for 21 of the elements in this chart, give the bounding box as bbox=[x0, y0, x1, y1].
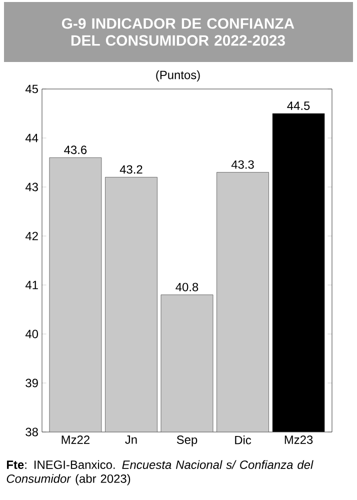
x-tick-label: Jn bbox=[125, 436, 137, 444]
y-tick-label: 40 bbox=[25, 330, 38, 338]
x-tick-label: Dic bbox=[235, 436, 252, 444]
y-tick-label: 42 bbox=[25, 232, 38, 240]
y-tick-label: 43 bbox=[25, 182, 38, 192]
x-tick-label: Sep bbox=[176, 436, 198, 446]
x-tick-label: Mz23 bbox=[284, 436, 313, 444]
chart-subtitle: (Puntos) bbox=[156, 70, 200, 82]
y-tick-label: 41 bbox=[25, 280, 38, 290]
y-tick-label: 45 bbox=[25, 84, 38, 94]
chart-title: G-9 INDICADOR DE CONFIANZA DEL CONSUMIDOR 2022-2023 bbox=[62, 18, 294, 46]
y-tick-label: 44 bbox=[25, 134, 38, 142]
data-label: 40.8 bbox=[176, 282, 198, 292]
text: Fte: INEGI-Banxico. Encuesta Nacional s/ Confianza del Consumidor (abr 2023) bbox=[6, 460, 314, 486]
data-label: 43.6 bbox=[64, 146, 87, 154]
y-tick-label: 39 bbox=[26, 378, 38, 388]
y-tick-label: 38 bbox=[26, 428, 38, 436]
data-label: 43.3 bbox=[231, 160, 254, 169]
data-label: 44.5 bbox=[287, 102, 310, 110]
data-label: 43.2 bbox=[120, 165, 142, 174]
x-tick-label: Mz22 bbox=[62, 436, 90, 444]
